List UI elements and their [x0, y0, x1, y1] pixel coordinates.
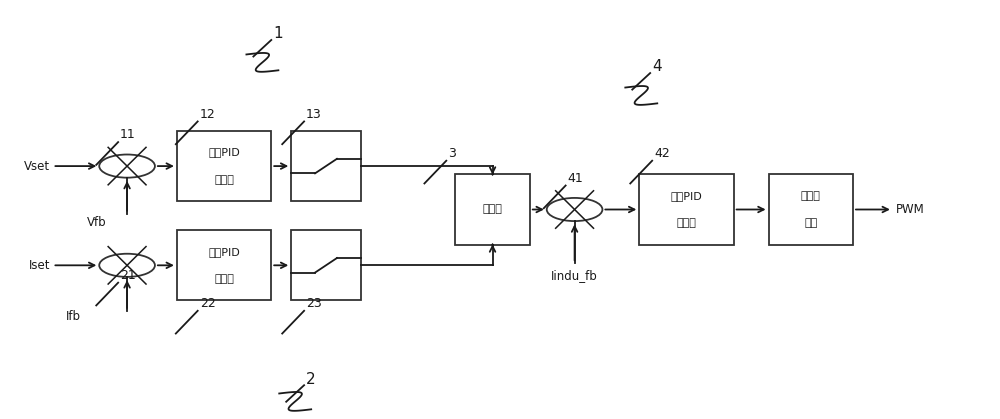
Text: 调节器: 调节器 — [214, 175, 234, 185]
Text: 第一PID: 第一PID — [208, 147, 240, 158]
Text: 11: 11 — [120, 128, 136, 141]
Text: Iset: Iset — [29, 259, 51, 272]
Text: Vset: Vset — [24, 160, 51, 173]
Text: 调节器: 调节器 — [677, 218, 696, 228]
Bar — [177, 230, 271, 300]
Text: Ifb: Ifb — [65, 310, 80, 323]
Text: 调节器: 调节器 — [214, 274, 234, 284]
Text: 2: 2 — [306, 372, 316, 386]
Text: 41: 41 — [568, 172, 583, 185]
Bar — [639, 174, 734, 245]
Bar — [291, 230, 361, 300]
Bar — [177, 131, 271, 201]
Bar — [769, 174, 853, 245]
Text: 23: 23 — [306, 297, 322, 310]
Text: 22: 22 — [200, 297, 215, 310]
Text: 13: 13 — [306, 108, 322, 121]
Text: 数据: 数据 — [804, 218, 817, 228]
Text: PWM: PWM — [896, 203, 925, 216]
Text: 21: 21 — [120, 269, 136, 282]
Text: 12: 12 — [200, 108, 215, 121]
Bar — [291, 131, 361, 201]
Text: 第三PID: 第三PID — [671, 191, 702, 201]
Text: 3: 3 — [448, 147, 456, 160]
Text: Iindu_fb: Iindu_fb — [551, 269, 598, 282]
Bar — [455, 174, 530, 245]
Text: 第二PID: 第二PID — [208, 247, 240, 257]
Text: Vfb: Vfb — [87, 216, 107, 229]
Text: 1: 1 — [273, 26, 283, 41]
Text: 调制波: 调制波 — [801, 191, 821, 201]
Text: 42: 42 — [654, 147, 670, 160]
Text: 4: 4 — [652, 59, 662, 74]
Text: 比较器: 比较器 — [483, 204, 502, 215]
